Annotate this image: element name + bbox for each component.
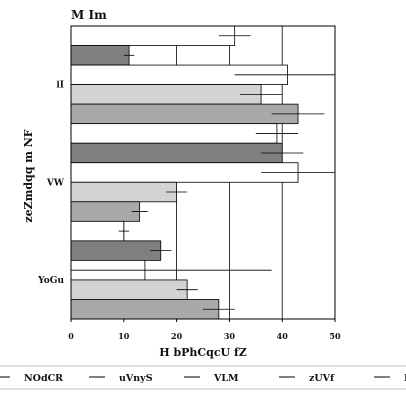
bar — [70, 299, 220, 320]
plot-frame — [70, 25, 336, 320]
category-label: iI — [56, 81, 64, 91]
legend-label: FyGru — [404, 373, 406, 384]
bar — [70, 45, 130, 66]
y-axis-categories: iI VW YoGu — [37, 81, 65, 286]
bar — [70, 181, 177, 203]
legend-label: VLM — [213, 373, 239, 384]
x-tick-label: 20 — [171, 331, 183, 341]
bar — [70, 142, 283, 164]
x-axis-ticks: 0 10 20 30 40 50 — [68, 319, 341, 341]
bar — [70, 279, 188, 300]
legend-label: NOdCR — [24, 373, 63, 384]
legend: NOdCR uVnyS VLM zUVf FyGru — [0, 365, 406, 390]
bars-group — [70, 25, 335, 320]
bar — [70, 220, 125, 242]
legend-label: zUVf — [309, 373, 335, 384]
bar — [70, 240, 162, 261]
bar — [70, 201, 141, 222]
x-tick-label: 50 — [329, 331, 341, 341]
chart-title: M Im — [71, 8, 107, 22]
category-label: YoGu — [37, 276, 64, 286]
bar — [70, 25, 236, 46]
bar — [70, 84, 262, 105]
category-label: VW — [46, 178, 65, 188]
bar — [70, 103, 299, 125]
x-tick-label: 30 — [224, 331, 236, 341]
x-tick-label: 40 — [277, 331, 289, 341]
x-tick-label: 0 — [68, 331, 74, 341]
y-axis-label: zeZmdqq m NF — [22, 129, 35, 222]
legend-label: uVnyS — [119, 373, 153, 384]
x-tick-label: 10 — [118, 331, 130, 341]
x-axis-label: H bPhCqcU fZ — [159, 346, 247, 359]
bar — [70, 123, 278, 144]
